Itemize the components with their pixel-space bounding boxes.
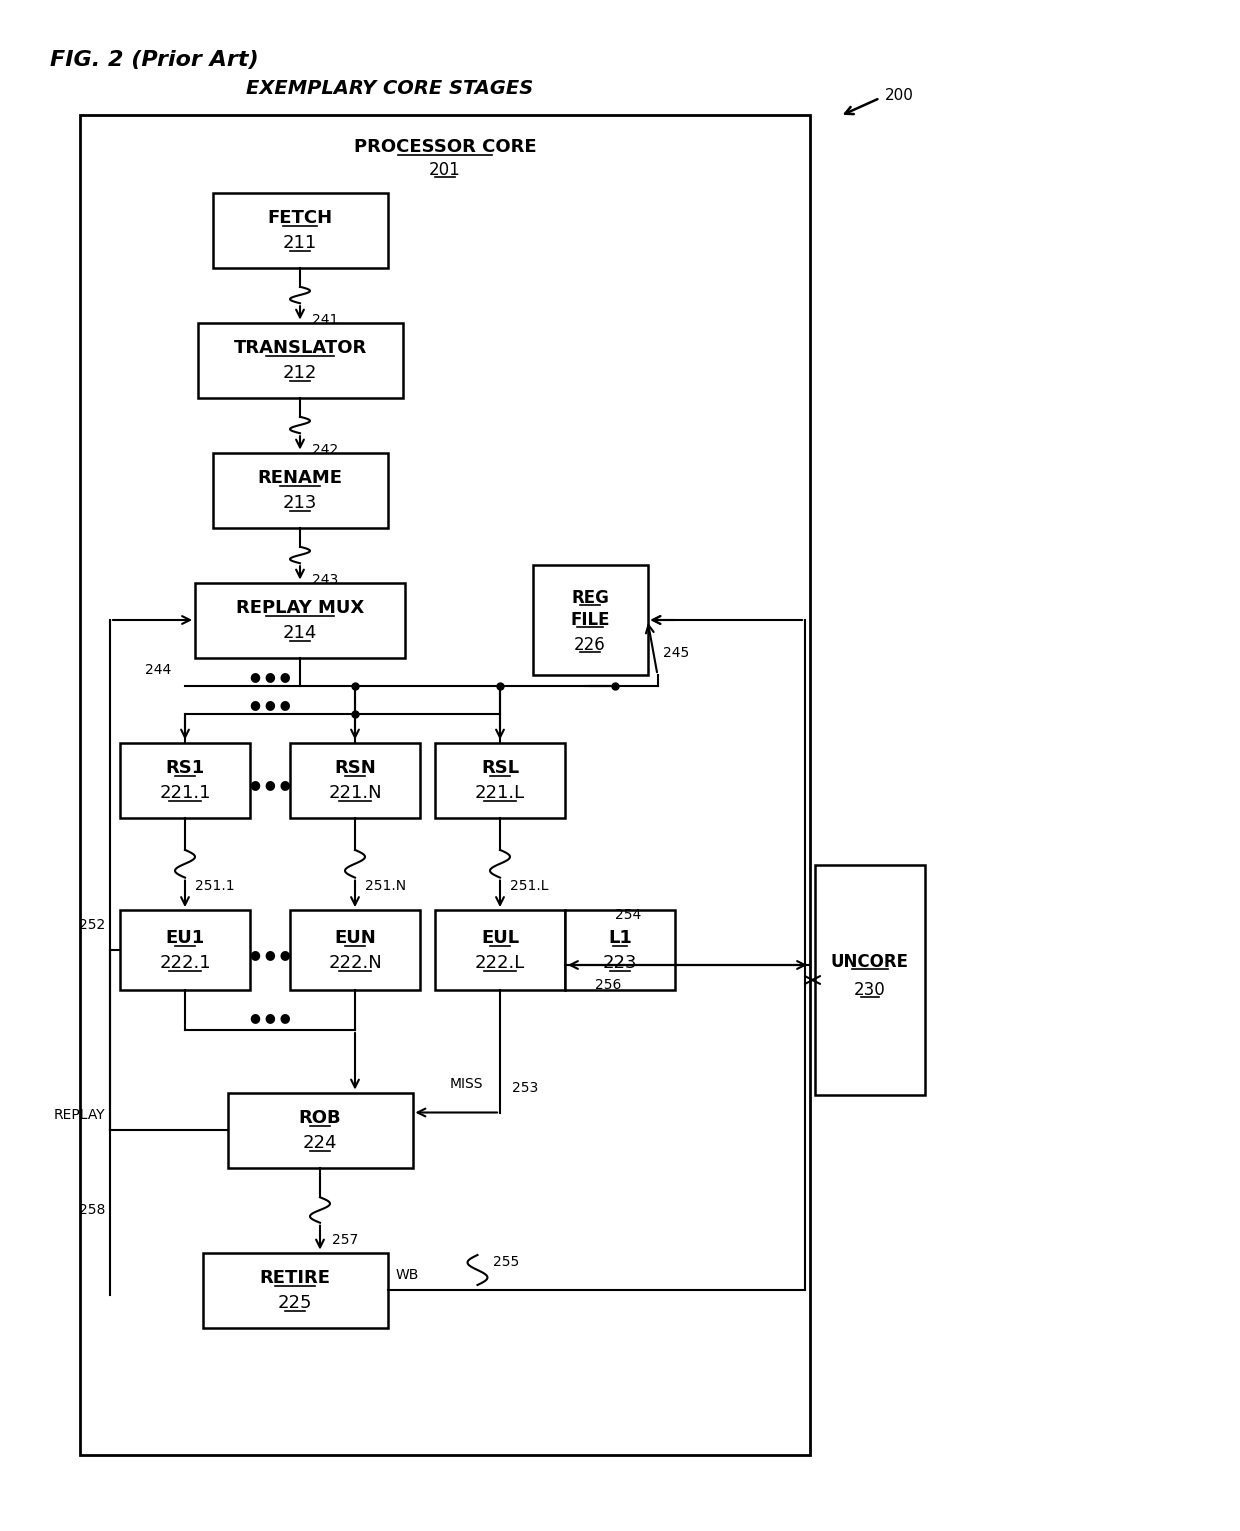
Bar	[290, 743, 420, 818]
Bar	[120, 743, 250, 818]
Text: 212: 212	[283, 364, 317, 383]
Text: EUN: EUN	[334, 929, 376, 948]
Text: 251.1: 251.1	[195, 879, 234, 893]
Text: ● ● ●: ● ● ●	[249, 949, 290, 961]
Text: REG: REG	[572, 589, 609, 606]
Text: 214: 214	[283, 625, 317, 641]
Bar	[212, 453, 387, 528]
Text: EUL: EUL	[481, 929, 520, 948]
Text: 221.N: 221.N	[329, 784, 382, 802]
Text: RSN: RSN	[334, 759, 376, 778]
Bar	[195, 582, 405, 657]
Text: RETIRE: RETIRE	[259, 1269, 331, 1288]
Text: 222.1: 222.1	[159, 954, 211, 972]
Text: 222.N: 222.N	[329, 954, 382, 972]
Bar	[212, 193, 387, 268]
Text: MISS: MISS	[450, 1078, 484, 1092]
Bar	[532, 565, 647, 675]
Text: 254: 254	[615, 908, 641, 922]
Text: 255: 255	[492, 1255, 518, 1269]
Text: 221.L: 221.L	[475, 784, 525, 802]
Text: RENAME: RENAME	[258, 468, 342, 487]
Text: 221.1: 221.1	[159, 784, 211, 802]
Text: 252: 252	[79, 919, 105, 932]
Text: RS1: RS1	[165, 759, 205, 778]
Bar	[81, 115, 810, 1454]
Text: 241: 241	[312, 312, 339, 326]
Text: ● ● ●: ● ● ●	[249, 698, 290, 712]
Text: 201: 201	[429, 161, 461, 179]
Bar	[815, 865, 925, 1095]
Text: FILE: FILE	[570, 611, 610, 629]
Text: FIG. 2 (Prior Art): FIG. 2 (Prior Art)	[50, 51, 259, 70]
Text: 257: 257	[332, 1232, 358, 1246]
Text: 230: 230	[854, 981, 885, 1000]
Text: ● ● ●: ● ● ●	[249, 1012, 290, 1024]
Text: 256: 256	[595, 978, 621, 992]
Text: 211: 211	[283, 234, 317, 253]
Text: EXEMPLARY CORE STAGES: EXEMPLARY CORE STAGES	[247, 78, 533, 98]
Text: ROB: ROB	[299, 1108, 341, 1127]
Text: REPLAY: REPLAY	[53, 1108, 105, 1122]
Text: 226: 226	[574, 635, 606, 654]
Text: ● ● ●: ● ● ●	[249, 778, 290, 792]
Text: 253: 253	[512, 1081, 538, 1095]
Text: TRANSLATOR: TRANSLATOR	[233, 338, 367, 357]
Text: 224: 224	[303, 1134, 337, 1151]
Text: FETCH: FETCH	[268, 210, 332, 227]
Bar	[227, 1093, 413, 1168]
Text: 200: 200	[885, 87, 914, 103]
Text: 225: 225	[278, 1294, 312, 1312]
Text: REPLAY MUX: REPLAY MUX	[236, 599, 365, 617]
Bar	[202, 1252, 387, 1327]
Bar	[565, 909, 675, 991]
Text: 258: 258	[78, 1203, 105, 1217]
Text: EU1: EU1	[165, 929, 205, 948]
Bar	[120, 909, 250, 991]
Text: 245: 245	[662, 646, 688, 660]
Text: 242: 242	[312, 442, 339, 456]
Bar	[197, 323, 403, 398]
Text: 251.N: 251.N	[365, 879, 407, 893]
Text: UNCORE: UNCORE	[831, 952, 909, 971]
Text: 222.L: 222.L	[475, 954, 525, 972]
Text: 223: 223	[603, 954, 637, 972]
Text: PROCESSOR CORE: PROCESSOR CORE	[353, 138, 537, 156]
Text: WB: WB	[396, 1268, 419, 1281]
Text: 243: 243	[312, 573, 339, 586]
Text: 251.L: 251.L	[510, 879, 548, 893]
Text: ● ● ●: ● ● ●	[249, 671, 290, 683]
Text: 213: 213	[283, 495, 317, 511]
Bar	[290, 909, 420, 991]
Text: L1: L1	[608, 929, 632, 948]
Bar	[435, 909, 565, 991]
Text: 244: 244	[145, 663, 171, 678]
Bar	[435, 743, 565, 818]
Text: RSL: RSL	[481, 759, 520, 778]
